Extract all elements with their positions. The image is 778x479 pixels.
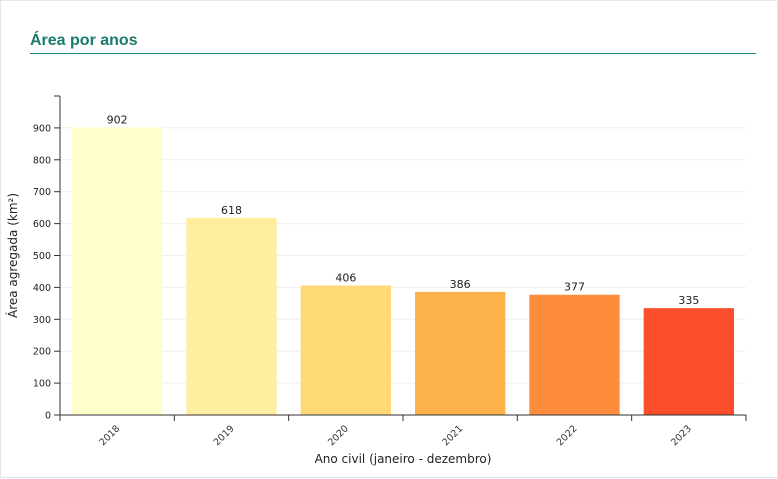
x-tick-label: 2018 xyxy=(97,423,122,448)
y-tick-label: 600 xyxy=(33,219,51,230)
x-ticks: 2018 2019 2020 2021 2022 2023 xyxy=(59,415,747,448)
value-label: 335 xyxy=(678,294,699,307)
y-tick-label: 200 xyxy=(33,347,51,358)
y-tick-label: 100 xyxy=(33,379,51,390)
bar-2021 xyxy=(415,291,506,415)
x-tick-label: 2022 xyxy=(555,423,580,448)
y-tick-label: 0 xyxy=(45,411,51,422)
bar-2022 xyxy=(529,294,620,415)
y-tick-label: 500 xyxy=(33,251,51,262)
title-divider xyxy=(30,53,756,54)
value-labels: 902 618 406 386 377 335 xyxy=(107,113,700,307)
x-tick-label: 2023 xyxy=(669,423,694,448)
bars xyxy=(72,127,734,416)
y-tick-label: 300 xyxy=(33,315,51,326)
bar-2018 xyxy=(72,127,163,416)
y-tick-label: 400 xyxy=(33,283,51,294)
value-label: 377 xyxy=(564,281,585,294)
panel-title: Área por anos xyxy=(30,32,138,49)
value-label: 902 xyxy=(107,113,128,126)
x-tick-label: 2021 xyxy=(440,423,465,448)
y-ticks: 0 100 200 300 400 500 600 700 800 900 xyxy=(33,95,60,422)
value-label: 406 xyxy=(335,271,356,284)
value-label: 618 xyxy=(221,204,242,217)
y-tick-label: 800 xyxy=(33,155,51,166)
x-axis-title: Ano civil (janeiro - dezembro) xyxy=(315,452,492,466)
y-tick-label: 900 xyxy=(33,123,51,134)
gridlines xyxy=(60,127,746,384)
bar-2023 xyxy=(643,308,734,415)
value-label: 386 xyxy=(450,278,471,291)
y-axis-title: Área agregada (km²) xyxy=(5,193,20,318)
bar-2019 xyxy=(186,217,277,415)
y-tick-label: 700 xyxy=(33,187,51,198)
bar-2020 xyxy=(300,285,391,415)
x-tick-label: 2020 xyxy=(326,423,351,448)
x-tick-label: 2019 xyxy=(212,423,237,448)
